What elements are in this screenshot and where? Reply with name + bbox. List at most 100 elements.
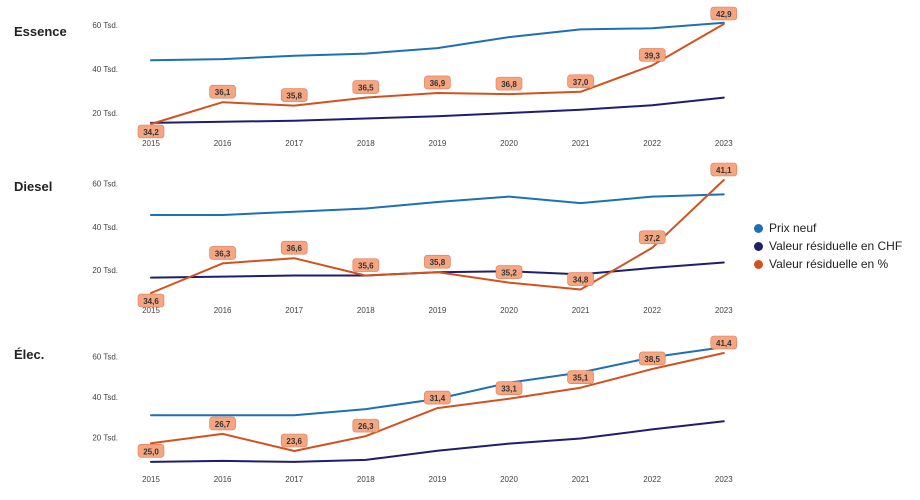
legend-swatch-prix-neuf (754, 223, 763, 233)
y-tick-label: 40 Tsd. (92, 223, 118, 232)
x-tick-label: 2018 (357, 475, 375, 484)
legend-swatch-valeur-pct (754, 259, 763, 269)
x-tick-label: 2020 (500, 475, 518, 484)
data-label-box (352, 80, 380, 94)
x-tick-label: 2021 (572, 139, 590, 148)
x-tick-label: 2020 (500, 306, 518, 315)
data-label: 36,6 (286, 244, 302, 253)
data-label: 35,8 (286, 92, 302, 101)
data-label-box (638, 351, 666, 366)
series-line-valeur-chf (150, 420, 725, 463)
data-label: 35,1 (573, 374, 589, 383)
series-line-prix-neuf (150, 193, 725, 216)
data-label: 34,6 (143, 297, 159, 306)
x-tick-label: 2022 (643, 475, 661, 484)
x-tick-label: 2019 (429, 139, 447, 148)
data-label-box (710, 162, 738, 177)
x-tick-label: 2018 (357, 139, 375, 148)
data-label-box (495, 76, 523, 91)
data-label-box (137, 124, 165, 139)
panel-title-elec: Élec. (14, 347, 45, 362)
y-tick-label: 20 Tsd. (92, 434, 118, 443)
series-line-valeur-pct (150, 352, 725, 452)
data-label-box (710, 6, 738, 21)
data-label-box (424, 75, 451, 90)
legend-label-valeur-chf: Valeur résiduelle en CHF (769, 239, 903, 253)
y-tick-label: 40 Tsd. (92, 65, 118, 74)
x-tick-label: 2022 (643, 139, 661, 148)
data-label-box (352, 418, 380, 433)
data-label: 26,7 (215, 420, 231, 429)
data-label: 38,5 (644, 355, 660, 364)
legend: Prix neuf Valeur résiduelle en CHF Valeu… (754, 219, 902, 273)
data-label: 25,0 (143, 447, 159, 456)
x-tick-label: 2017 (285, 306, 303, 315)
data-label: 36,3 (215, 249, 231, 258)
data-label-box (209, 246, 236, 260)
data-label: 41,1 (716, 166, 732, 175)
x-tick-label: 2021 (572, 475, 590, 484)
x-tick-label: 2022 (643, 306, 661, 315)
series-line-prix-neuf (150, 21, 725, 62)
x-tick-label: 2016 (214, 475, 232, 484)
data-label: 36,8 (501, 80, 517, 89)
legend-label-prix-neuf: Prix neuf (769, 221, 817, 235)
x-tick-label: 2015 (142, 139, 160, 148)
data-label: 35,6 (358, 262, 374, 271)
data-label-box (638, 230, 666, 245)
data-label: 31,4 (430, 394, 446, 403)
data-label-box (280, 433, 308, 448)
x-tick-label: 2016 (214, 139, 232, 148)
y-tick-label: 20 Tsd. (92, 109, 118, 118)
data-label: 39,3 (644, 51, 660, 60)
data-label: 35,2 (501, 269, 517, 278)
series-line-valeur-pct (150, 179, 725, 294)
data-label-box (567, 370, 594, 384)
y-tick-label: 20 Tsd. (92, 266, 118, 275)
x-tick-label: 2017 (285, 475, 303, 484)
data-label-box (137, 293, 165, 308)
legend-swatch-valeur-chf (754, 241, 763, 251)
data-label-box (495, 265, 523, 279)
x-tick-label: 2023 (715, 306, 733, 315)
y-tick-label: 60 Tsd. (92, 352, 118, 361)
legend-item-valeur-chf: Valeur résiduelle en CHF (754, 237, 902, 255)
data-label-box (352, 258, 380, 272)
data-label-box (495, 381, 523, 395)
data-label: 33,1 (501, 385, 517, 394)
y-tick-label: 60 Tsd. (92, 21, 118, 30)
x-tick-label: 2015 (142, 306, 160, 315)
data-label: 35,8 (430, 258, 446, 267)
data-label: 23,6 (286, 437, 302, 446)
x-tick-label: 2015 (142, 475, 160, 484)
series-line-valeur-chf (150, 96, 725, 124)
x-tick-label: 2023 (715, 475, 733, 484)
data-label-box (137, 443, 165, 458)
data-label-box (280, 88, 308, 102)
data-label: 41,4 (716, 339, 732, 348)
data-label: 42,9 (716, 10, 732, 19)
y-tick-label: 40 Tsd. (92, 393, 118, 402)
data-label-box (209, 84, 236, 99)
data-label-box (567, 272, 594, 286)
data-label-box (280, 240, 308, 255)
data-label: 26,3 (358, 422, 374, 431)
data-label-box (209, 416, 236, 431)
data-label-box (424, 390, 451, 405)
data-label: 36,1 (215, 88, 231, 97)
x-tick-label: 2017 (285, 139, 303, 148)
panel-title-essence: Essence (14, 24, 67, 39)
data-label: 36,9 (430, 79, 446, 88)
x-tick-label: 2020 (500, 139, 518, 148)
data-label: 36,5 (358, 84, 374, 93)
series-line-prix-neuf (150, 346, 725, 417)
x-tick-label: 2019 (429, 306, 447, 315)
legend-item-prix-neuf: Prix neuf (754, 219, 902, 237)
data-label: 34,2 (143, 128, 159, 137)
data-label-box (710, 335, 738, 350)
panel-title-diesel: Diesel (14, 179, 53, 194)
legend-label-valeur-pct: Valeur résiduelle en % (769, 257, 889, 271)
data-label: 37,2 (644, 234, 660, 243)
